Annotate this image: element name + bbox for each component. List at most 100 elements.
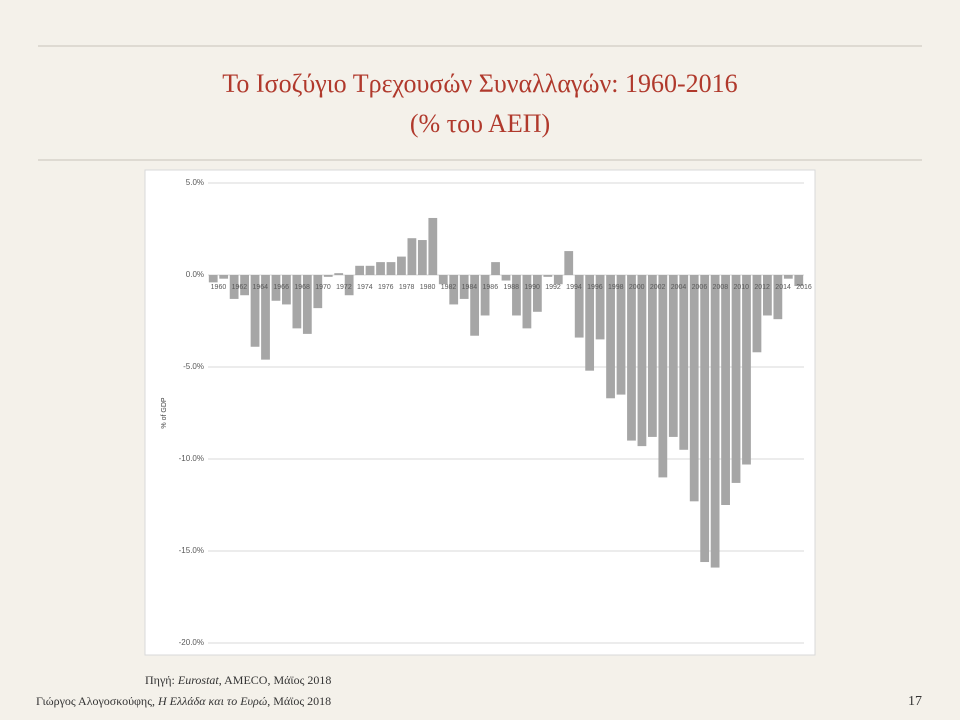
- bar: [417, 240, 427, 275]
- bar: [752, 275, 762, 353]
- x-tick-label: 1960: [211, 284, 227, 291]
- bar: [553, 275, 563, 285]
- bar: [282, 275, 291, 305]
- y-tick-label: -5.0%: [183, 362, 204, 371]
- bar: [512, 275, 521, 316]
- y-tick-label: -10.0%: [179, 454, 204, 463]
- bar: [731, 275, 741, 483]
- y-tick-label: 5.0%: [186, 178, 204, 187]
- x-tick-label: 1992: [545, 284, 561, 291]
- source-prefix: Πηγή:: [145, 673, 178, 687]
- bar: [491, 262, 500, 275]
- bar: [710, 275, 720, 568]
- bar: [250, 275, 260, 347]
- x-tick-label: 2002: [650, 284, 666, 291]
- bar: [689, 275, 699, 502]
- x-tick-label: 1984: [462, 284, 478, 291]
- source-italic: Eurostat: [177, 673, 220, 687]
- bar: [355, 265, 365, 275]
- bar: [365, 265, 375, 275]
- footer-italic: Η Ελλάδα και το Ευρώ: [157, 694, 267, 708]
- bar: [407, 238, 417, 275]
- bar: [574, 275, 584, 338]
- y-tick-label: 0.0%: [186, 270, 204, 279]
- bar: [302, 275, 312, 334]
- x-tick-label: 1994: [566, 284, 582, 291]
- x-tick-label: 1966: [273, 284, 289, 291]
- bar: [773, 275, 783, 320]
- x-tick-label: 1976: [378, 284, 394, 291]
- bar: [585, 275, 595, 371]
- source-rest: , AMECO, Μάϊος 2018: [219, 673, 332, 687]
- x-tick-label: 2014: [775, 284, 791, 291]
- bar: [700, 275, 710, 563]
- plot: -20.0% -15.0% -10.0% -5.0% 0.0% 5.0% 1960 1962 1…: [179, 178, 812, 647]
- bar: [543, 275, 553, 277]
- bar: [240, 275, 249, 296]
- page-number: 17: [908, 694, 922, 709]
- slide-subtitle: (% του ΑΕΠ): [410, 109, 550, 138]
- y-axis-label: % of GDP: [161, 397, 168, 428]
- slide-title: Το Ισοζύγιο Τρεχουσών Συναλλαγών: 1960-2…: [222, 69, 737, 98]
- x-tick-label: 2006: [692, 284, 708, 291]
- bar: [313, 275, 323, 309]
- bar: [292, 275, 302, 329]
- bar: [459, 275, 469, 299]
- x-tick-label: 1998: [608, 284, 624, 291]
- bar: [208, 275, 218, 283]
- x-tick-label: 1968: [294, 284, 310, 291]
- footer: Γιώργος Αλογοσκούφης, Η Ελλάδα και το Ευ…: [36, 694, 331, 708]
- x-tick-label: 2010: [733, 284, 749, 291]
- x-tick-label: 2012: [754, 284, 770, 291]
- x-tick-label: 1978: [399, 284, 415, 291]
- footer-rest: , Μάϊος 2018: [267, 694, 331, 708]
- x-tick-label: 2004: [671, 284, 687, 291]
- bar: [344, 275, 354, 296]
- x-tick-label: 1986: [483, 284, 499, 291]
- bar: [721, 275, 730, 505]
- bar: [616, 275, 626, 395]
- x-tick-label: 1990: [524, 284, 540, 291]
- bar: [219, 275, 229, 279]
- bar: [397, 256, 406, 275]
- bar: [532, 275, 542, 312]
- bar: [470, 275, 480, 336]
- bar: [564, 251, 574, 275]
- bar: [428, 217, 438, 275]
- bar: [522, 275, 532, 329]
- bar: [794, 275, 804, 287]
- bar: [438, 275, 448, 285]
- bar: [386, 262, 396, 275]
- bar: [449, 275, 459, 305]
- bar: [637, 275, 647, 447]
- bar: [480, 275, 490, 316]
- source: Πηγή: Eurostat, AMECO, Μάϊος 2018: [145, 673, 331, 687]
- y-tick-label: -15.0%: [179, 546, 204, 555]
- x-tick-label: 2016: [796, 284, 812, 291]
- x-tick-label: 1980: [420, 284, 436, 291]
- bar: [658, 275, 668, 478]
- bar: [595, 275, 605, 340]
- bar: [627, 275, 636, 441]
- x-tick-label: 1974: [357, 284, 373, 291]
- bar: [229, 275, 239, 299]
- bar: [271, 275, 281, 301]
- x-tick-label: 2008: [713, 284, 729, 291]
- x-tick-label: 2000: [629, 284, 645, 291]
- bar: [783, 275, 793, 279]
- bar: [606, 275, 615, 399]
- x-tick-label: 1988: [503, 284, 519, 291]
- x-tick-label: 1962: [232, 284, 248, 291]
- x-tick-label: 1970: [315, 284, 331, 291]
- x-tick-label: 1964: [252, 284, 268, 291]
- x-tick-label: 1982: [441, 284, 457, 291]
- y-tick-label: -20.0%: [179, 638, 204, 647]
- bar: [742, 275, 751, 465]
- footer-author: Γιώργος Αλογοσκούφης,: [36, 694, 158, 708]
- bar: [668, 275, 678, 437]
- bar: [679, 275, 689, 450]
- bar: [376, 262, 385, 275]
- bar: [501, 275, 511, 281]
- bar: [334, 273, 344, 275]
